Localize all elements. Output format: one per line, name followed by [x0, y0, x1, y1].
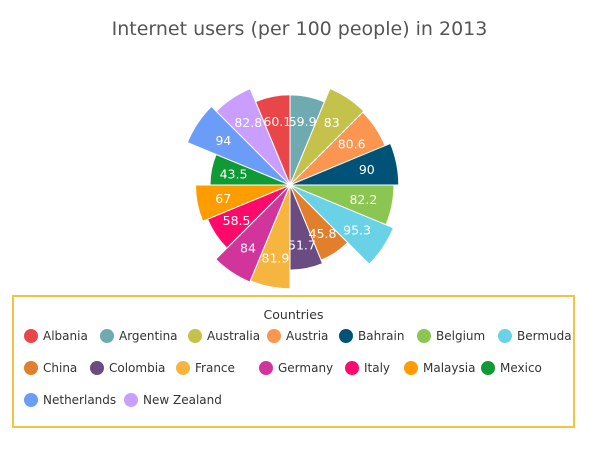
legend-label: Albania — [43, 329, 88, 343]
chart-title: Internet users (per 100 people) in 2013 — [111, 18, 488, 40]
legend-swatch — [267, 329, 281, 343]
data-label-france: 81.9 — [262, 251, 290, 266]
legend-swatch — [24, 361, 38, 375]
legend: Countries Albania Argentina Australia Austr… — [12, 295, 575, 428]
pie-slice-bermuda[interactable] — [289, 184, 395, 265]
legend-item-new-zealand[interactable]: New Zealand — [124, 391, 222, 409]
pie-slice-bahrain[interactable] — [289, 142, 400, 186]
legend-item-netherlands[interactable]: Netherlands — [24, 391, 116, 409]
legend-label: Belgium — [436, 329, 486, 343]
data-label-colombia: 51.7 — [288, 238, 316, 253]
legend-label: New Zealand — [143, 393, 222, 407]
legend-item-bahrain[interactable]: Bahrain — [339, 327, 404, 345]
legend-swatch — [339, 329, 353, 343]
legend-item-italy[interactable]: Italy — [345, 359, 390, 377]
legend-item-albania[interactable]: Albania — [24, 327, 88, 345]
pie-slice-netherlands[interactable] — [186, 105, 291, 186]
data-label-austria: 80.6 — [338, 136, 366, 151]
legend-swatch — [176, 361, 190, 375]
data-label-netherlands: 94 — [215, 133, 231, 148]
data-label-mexico: 43.5 — [220, 166, 248, 181]
legend-item-argentina[interactable]: Argentina — [100, 327, 178, 345]
legend-item-mexico[interactable]: Mexico — [481, 359, 542, 377]
legend-swatch — [90, 361, 104, 375]
legend-swatch — [417, 329, 431, 343]
pie-slice-malaysia[interactable] — [194, 184, 291, 222]
legend-label: Mexico — [500, 361, 542, 375]
data-label-italy: 58.5 — [223, 213, 251, 228]
legend-label: Colombia — [109, 361, 166, 375]
legend-label: Austria — [286, 329, 329, 343]
legend-swatch — [259, 361, 273, 375]
legend-label: China — [43, 361, 78, 375]
legend-item-colombia[interactable]: Colombia — [90, 359, 165, 377]
legend-item-australia[interactable]: Australia — [188, 327, 260, 345]
legend-swatch — [24, 329, 38, 343]
pie-slice-new-zealand[interactable] — [215, 88, 291, 186]
data-label-china: 45.8 — [309, 226, 337, 241]
data-label-bahrain: 90 — [359, 162, 375, 177]
data-label-argentina: 59.9 — [289, 114, 317, 129]
legend-label: Australia — [207, 329, 261, 343]
pie-chart: 60.159.9 83 80.6 90 82.2 95.3 45.851.781.9 84 58… — [186, 87, 400, 290]
legend-label: Argentina — [119, 329, 178, 343]
legend-label: Germany — [278, 361, 334, 375]
legend-label: Netherlands — [43, 393, 117, 407]
legend-label: Bermuda — [517, 329, 572, 343]
legend-swatch — [124, 393, 138, 407]
legend-swatch — [404, 361, 418, 375]
legend-title: Countries — [263, 307, 324, 322]
legend-label: France — [195, 361, 235, 375]
data-label-australia: 83 — [324, 115, 340, 130]
data-label-bermuda: 95.3 — [343, 222, 371, 237]
legend-item-bermuda[interactable]: Bermuda — [498, 327, 572, 345]
data-label-belgium: 82.2 — [349, 192, 377, 207]
legend-item-france[interactable]: France — [176, 359, 235, 377]
legend-swatch — [498, 329, 512, 343]
legend-item-germany[interactable]: Germany — [259, 359, 333, 377]
data-label-germany: 84 — [240, 240, 256, 255]
data-label-albania: 60.1 — [263, 114, 291, 129]
legend-label: Bahrain — [358, 329, 405, 343]
legend-item-malaysia[interactable]: Malaysia — [404, 359, 475, 377]
pie-slice-germany[interactable] — [215, 184, 291, 283]
legend-label: Malaysia — [423, 361, 476, 375]
legend-swatch — [100, 329, 114, 343]
legend-swatch — [481, 361, 495, 375]
pie-slice-australia[interactable] — [289, 87, 365, 186]
legend-swatch — [188, 329, 202, 343]
legend-swatch — [345, 361, 359, 375]
data-label-malaysia: 67 — [215, 191, 231, 206]
legend-item-belgium[interactable]: Belgium — [417, 327, 485, 345]
legend-item-austria[interactable]: Austria — [267, 327, 328, 345]
legend-label: Italy — [364, 361, 391, 375]
legend-swatch — [24, 393, 38, 407]
legend-item-china[interactable]: China — [24, 359, 77, 377]
data-label-new-zealand: 82.8 — [234, 115, 262, 130]
